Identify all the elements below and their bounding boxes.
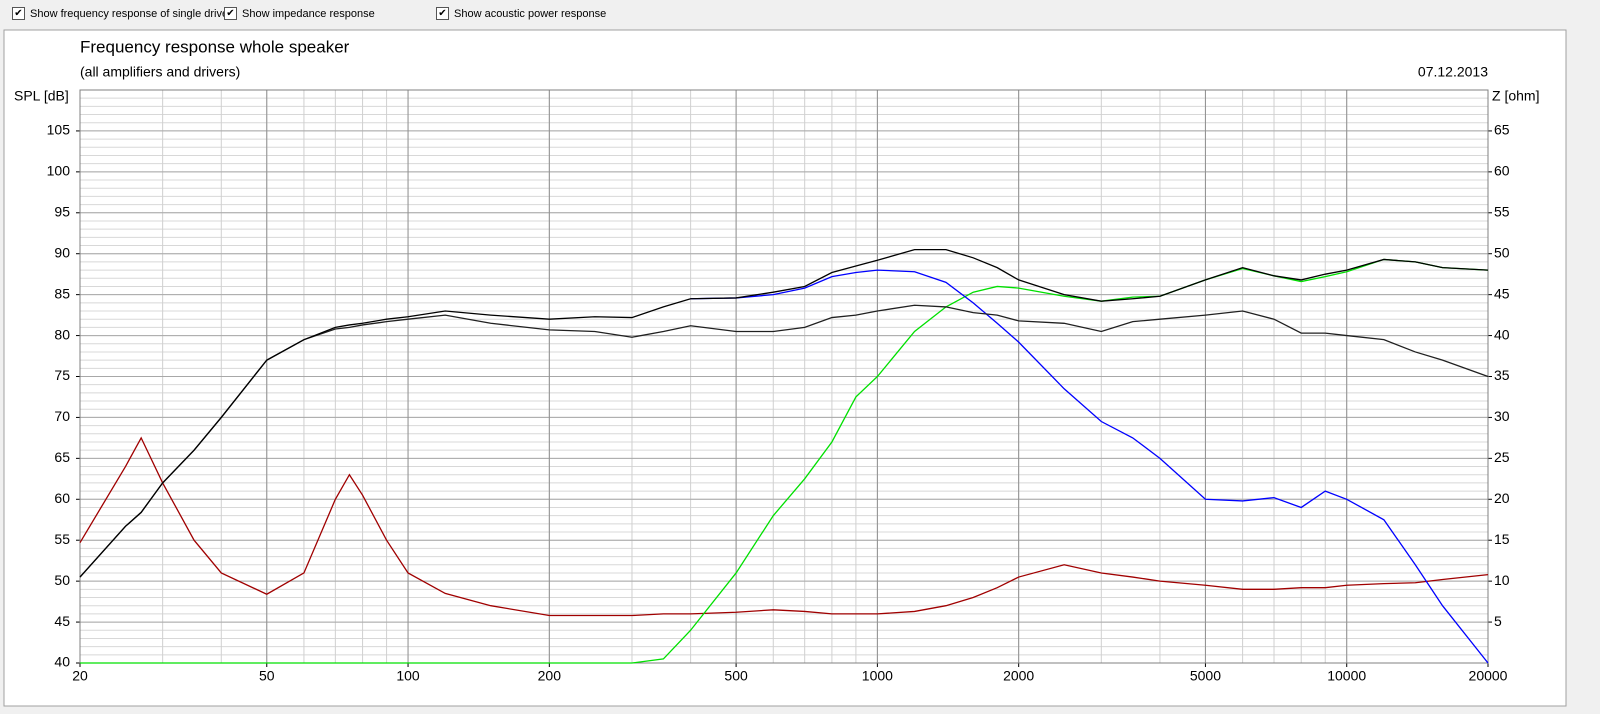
checkbox-box[interactable]: ✔ bbox=[224, 7, 237, 20]
x-tick-label: 200 bbox=[538, 668, 562, 684]
y-tick-label: 50 bbox=[54, 572, 70, 588]
x-tick-label: 1000 bbox=[862, 668, 893, 684]
x-tick-label: 500 bbox=[724, 668, 748, 684]
chart-date: 07.12.2013 bbox=[1418, 64, 1488, 80]
series-line bbox=[79, 436, 1489, 617]
y2-tick-label: 35 bbox=[1494, 367, 1510, 383]
y-tick-label: 60 bbox=[54, 490, 70, 506]
y-tick-label: 40 bbox=[54, 654, 70, 670]
y2-tick-label: 65 bbox=[1494, 122, 1510, 138]
y2-tick-label: 20 bbox=[1494, 490, 1510, 506]
checkbox[interactable]: ✔ Show frequency response of single drive bbox=[12, 7, 228, 20]
y2-tick-label: 50 bbox=[1494, 244, 1510, 260]
checkbox-label[interactable]: Show impedance response bbox=[242, 7, 375, 20]
y2-tick-label: 40 bbox=[1494, 326, 1510, 342]
series-line bbox=[690, 269, 1489, 664]
y-tick-label: 80 bbox=[54, 326, 70, 342]
y2-axis-label: Z [ohm] bbox=[1492, 88, 1539, 104]
y-tick-label: 90 bbox=[54, 244, 70, 260]
y-axis-label: SPL [dB] bbox=[14, 88, 69, 104]
y2-tick-label: 5 bbox=[1494, 613, 1502, 629]
toolbar: ✔ Show frequency response of single drive… bbox=[0, 0, 1600, 28]
y-tick-label: 95 bbox=[54, 203, 70, 219]
y2-tick-label: 30 bbox=[1494, 408, 1510, 424]
y2-tick-label: 15 bbox=[1494, 531, 1510, 547]
x-tick-label: 100 bbox=[396, 668, 420, 684]
checkbox-box[interactable]: ✔ bbox=[12, 7, 25, 20]
y2-tick-label: 55 bbox=[1494, 203, 1510, 219]
x-tick-label: 2000 bbox=[1003, 668, 1034, 684]
y-tick-label: 65 bbox=[54, 449, 70, 465]
x-tick-label: 20 bbox=[72, 668, 88, 684]
x-tick-label: 5000 bbox=[1190, 668, 1221, 684]
y2-tick-label: 45 bbox=[1494, 285, 1510, 301]
y-tick-label: 55 bbox=[54, 531, 70, 547]
checkbox-box[interactable]: ✔ bbox=[436, 7, 449, 20]
y2-tick-label: 25 bbox=[1494, 449, 1510, 465]
y-tick-label: 85 bbox=[54, 285, 70, 301]
checkbox-label[interactable]: Show frequency response of single drive bbox=[30, 7, 229, 20]
y2-tick-label: 60 bbox=[1494, 163, 1510, 179]
checkbox-label[interactable]: Show acoustic power response bbox=[454, 7, 607, 20]
y2-tick-label: 10 bbox=[1494, 572, 1510, 588]
series-line bbox=[79, 248, 1489, 578]
y-tick-label: 70 bbox=[54, 408, 70, 424]
x-tick-label: 10000 bbox=[1327, 668, 1366, 684]
chart-subtitle: (all amplifiers and drivers) bbox=[80, 64, 240, 80]
checkbox[interactable]: ✔ Show acoustic power response bbox=[436, 7, 606, 20]
chart-title: Frequency response whole speaker bbox=[80, 37, 350, 56]
x-tick-label: 50 bbox=[259, 668, 275, 684]
y-tick-label: 105 bbox=[47, 122, 71, 138]
y-tick-label: 45 bbox=[54, 613, 70, 629]
y-tick-label: 75 bbox=[54, 367, 70, 383]
checkbox[interactable]: ✔ Show impedance response bbox=[224, 7, 375, 20]
y-tick-label: 100 bbox=[47, 163, 71, 179]
x-tick-label: 20000 bbox=[1469, 668, 1508, 684]
